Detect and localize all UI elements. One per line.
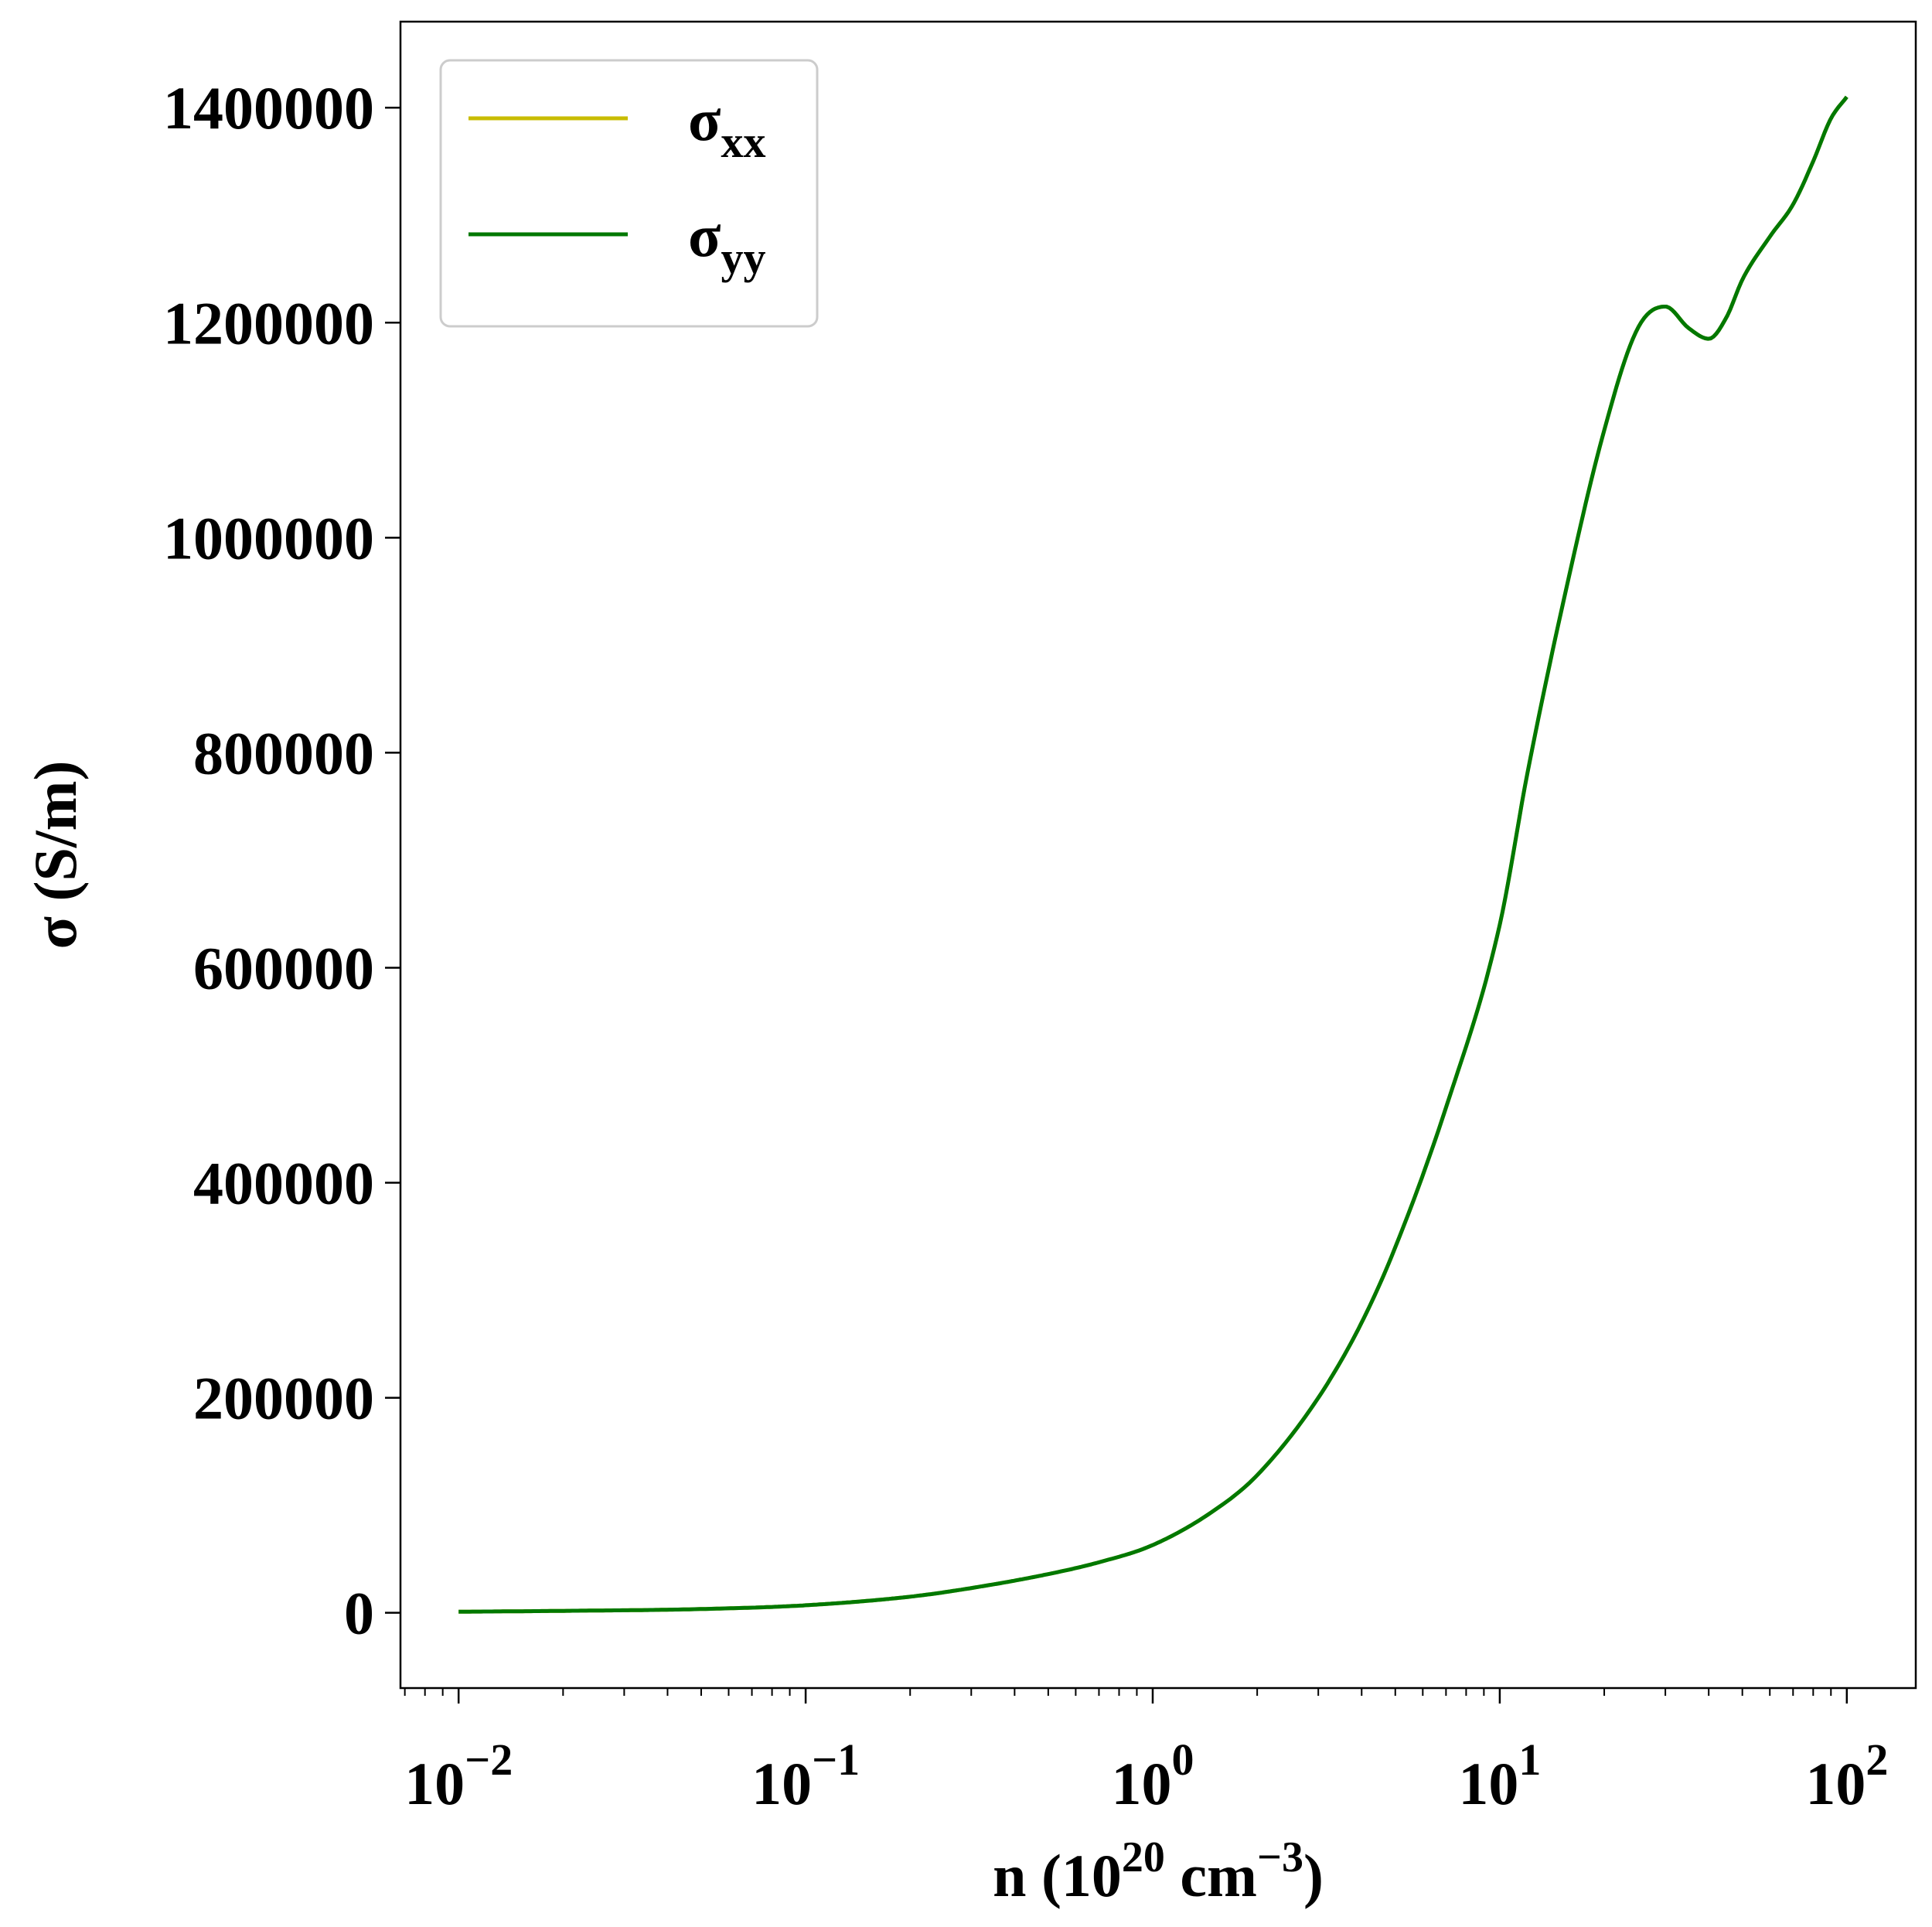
legend-label-sigma-yy: σyy [688, 202, 765, 283]
x-tick-label: 10−2 [404, 1734, 513, 1817]
y-tick-label: 0 [344, 1580, 374, 1647]
x-axis-label-base: n (10 [993, 1842, 1122, 1909]
y-axis-label: σ (S/m) [22, 761, 89, 950]
plot-lines [458, 95, 1849, 1614]
x-axis-label-unit-exponent: −3 [1257, 1833, 1303, 1881]
x-tick-exponent: 1 [1518, 1734, 1541, 1785]
plot-frame [399, 20, 1917, 1690]
legend-label-symbol: σ [688, 86, 721, 153]
x-tick-exponent: −1 [812, 1734, 860, 1785]
x-axis-label: n (1020 cm−3) [993, 1833, 1324, 1909]
x-tick-label: 10−1 [751, 1734, 860, 1817]
legend-label-symbol: σ [688, 202, 721, 269]
x-tick-base: 10 [1458, 1750, 1518, 1817]
x-tick-base: 10 [1112, 1750, 1172, 1817]
y-axis: 0 200000 400000 600000 800000 1000000 1200000 1… [163, 74, 400, 1647]
x-axis-label-exponent: 20 [1122, 1833, 1165, 1881]
series-line-sigma-yy [458, 95, 1849, 1614]
y-tick-label: 800000 [193, 719, 374, 786]
x-axis-label-end: ) [1303, 1842, 1324, 1909]
x-tick-exponent: 2 [1866, 1734, 1888, 1785]
y-tick-label: 1200000 [163, 289, 374, 356]
x-axis: 10−2 10−1 100 101 102 [404, 1688, 1888, 1817]
legend-label-sigma-xx: σxx [688, 86, 765, 167]
x-tick-exponent: −2 [465, 1734, 513, 1785]
y-tick-label: 1000000 [163, 504, 374, 571]
y-tick-label: 1400000 [163, 74, 374, 142]
x-tick-base: 10 [404, 1750, 465, 1817]
x-tick-exponent: 0 [1172, 1734, 1194, 1785]
y-tick-label: 200000 [193, 1365, 374, 1432]
legend-label-subscript: yy [721, 233, 765, 283]
legend-box [439, 59, 819, 328]
x-tick-base: 10 [1805, 1750, 1866, 1817]
legend-label-subscript: xx [721, 117, 765, 167]
x-tick-base: 10 [751, 1750, 812, 1817]
x-tick-label: 102 [1805, 1734, 1888, 1817]
x-axis-label-unit: cm [1165, 1842, 1257, 1909]
x-tick-label: 100 [1112, 1734, 1194, 1817]
y-tick-label: 400000 [193, 1150, 374, 1217]
y-tick-label: 600000 [193, 934, 374, 1001]
x-tick-label: 101 [1458, 1734, 1541, 1817]
